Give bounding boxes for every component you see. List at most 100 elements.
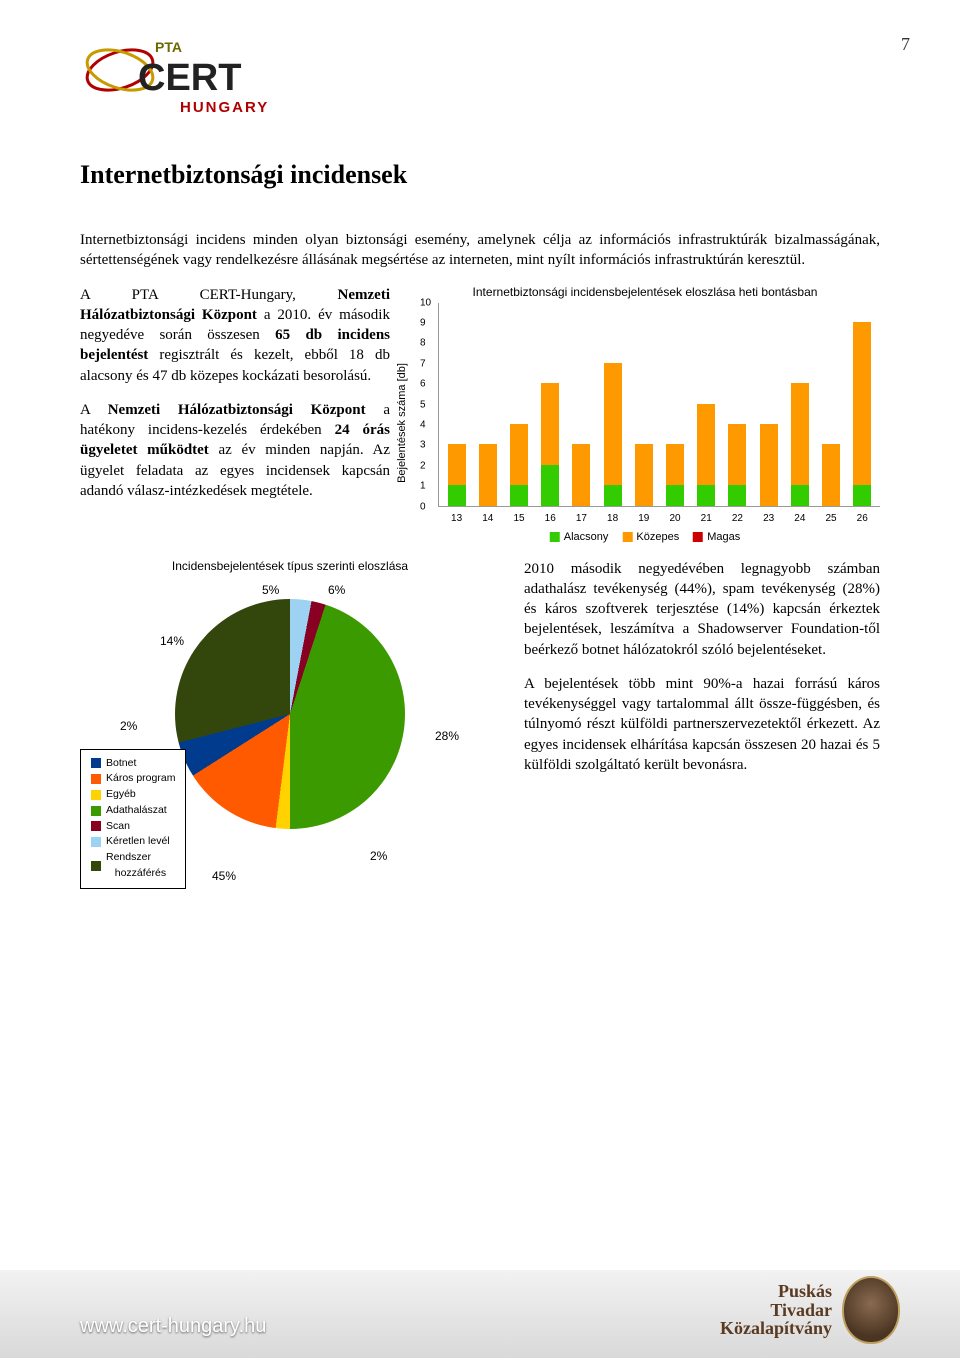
bar-segment-low: [666, 485, 684, 505]
xtick: 26: [857, 513, 868, 524]
pie-chart-legend: BotnetKáros programEgyébAdathalászatScan…: [80, 749, 186, 889]
bar-segment-low: [853, 485, 871, 505]
footer-org-line: Tivadar: [720, 1301, 832, 1320]
logo-main-text: CERT: [138, 57, 241, 99]
logo-sub-text: HUNGARY: [180, 99, 269, 116]
page-footer: www.cert-hungary.hu Puskás Tivadar Közal…: [0, 1270, 960, 1358]
bar-column: 18: [604, 363, 622, 506]
legend-swatch: [693, 532, 703, 542]
cert-logo: PTA CERT HUNGARY: [80, 30, 300, 125]
ytick: 8: [420, 338, 426, 349]
bar-segment-low: [510, 485, 528, 505]
bar-column: 14: [479, 444, 497, 505]
xtick: 20: [669, 513, 680, 524]
ytick: 7: [420, 358, 426, 369]
xtick: 19: [638, 513, 649, 524]
pie-chart: BotnetKáros programEgyébAdathalászatScan…: [80, 579, 500, 889]
page-number: 7: [901, 34, 910, 55]
pie-slice-label: 28%: [435, 729, 459, 743]
pie-slice-label: 45%: [212, 869, 236, 883]
xtick: 25: [825, 513, 836, 524]
row-text-and-barchart: A PTA CERT-Hungary, Nemzeti Hálózatbizto…: [80, 285, 880, 543]
ytick: 4: [420, 419, 426, 430]
xtick: 18: [607, 513, 618, 524]
legend-label: Scan: [106, 819, 130, 835]
ytick: 10: [420, 297, 431, 308]
legend-swatch: [91, 790, 101, 800]
legend-swatch: [550, 532, 560, 542]
legend-swatch: [91, 774, 101, 784]
bar-segment-med: [822, 444, 840, 505]
text: A PTA CERT-Hungary,: [80, 287, 338, 303]
bar-segment-low: [604, 485, 622, 505]
bar-column: 13: [448, 444, 466, 505]
pie-legend-item: Adathalászat: [91, 803, 175, 819]
legend-label: Közepes: [636, 531, 679, 543]
bar-column: 21: [697, 404, 715, 506]
left-paragraph-2: A Nemzeti Hálózatbiztonsági Központ a ha…: [80, 400, 390, 501]
pie-legend-item: Kéretlen levél: [91, 834, 175, 850]
bar-segment-med: [791, 383, 809, 485]
ytick: 3: [420, 440, 426, 451]
footer-org-line: Közalapítvány: [720, 1319, 832, 1338]
portrait-icon: [842, 1276, 900, 1344]
legend-item-med: Közepes: [622, 531, 679, 543]
bar-column: 26: [853, 322, 871, 506]
legend-label: Alacsony: [564, 531, 609, 543]
pie-legend-item: Rendszer hozzáférés: [91, 850, 175, 882]
footer-org-line: Puskás: [720, 1282, 832, 1301]
bar-segment-low: [448, 485, 466, 505]
bar-column: 22: [728, 424, 746, 506]
bar-column: 17: [572, 444, 590, 505]
ytick: 6: [420, 379, 426, 390]
left-column: A PTA CERT-Hungary, Nemzeti Hálózatbizto…: [80, 285, 390, 543]
bar-column: 15: [510, 424, 528, 506]
legend-item-high: Magas: [693, 531, 740, 543]
bar-segment-med: [448, 444, 466, 485]
legend-swatch: [91, 806, 101, 816]
right-column: 2010 második negyedévében legnagyobb szá…: [524, 559, 880, 889]
left-paragraph-1: A PTA CERT-Hungary, Nemzeti Hálózatbizto…: [80, 285, 390, 386]
bar-segment-med: [853, 322, 871, 485]
pie-chart-panel: Incidensbejelentések típus szerinti elos…: [80, 559, 500, 889]
xtick: 23: [763, 513, 774, 524]
pie-slice-label: 2%: [370, 849, 387, 863]
legend-label: Káros program: [106, 771, 175, 787]
bar-column: 19: [635, 444, 653, 505]
bar-column: 16: [541, 383, 559, 505]
legend-label: Kéretlen levél: [106, 834, 170, 850]
legend-label: Rendszer hozzáférés: [106, 850, 166, 882]
bar-column: 24: [791, 383, 809, 505]
text-bold: Nemzeti Hálózatbiztonsági Központ: [108, 402, 366, 418]
xtick: 21: [701, 513, 712, 524]
bar-chart-panel: Internetbiztonsági incidensbejelentések …: [410, 285, 880, 543]
pie-legend-item: Káros program: [91, 771, 175, 787]
bar-chart-title: Internetbiztonsági incidensbejelentések …: [410, 285, 880, 299]
pie-slice-label: 5%: [262, 583, 279, 597]
bar-segment-med: [479, 444, 497, 505]
bar-segment-med: [541, 383, 559, 465]
legend-swatch: [622, 532, 632, 542]
bar-segment-low: [541, 465, 559, 506]
bar-segment-low: [791, 485, 809, 505]
bar-chart: Bejelentések száma [db] 1314151617181920…: [410, 303, 880, 543]
xtick: 15: [513, 513, 524, 524]
bar-segment-low: [697, 485, 715, 505]
xtick: 22: [732, 513, 743, 524]
legend-label: Botnet: [106, 756, 136, 772]
legend-swatch: [91, 837, 101, 847]
bar-chart-legend: Alacsony Közepes Magas: [550, 531, 740, 543]
row-pie-and-text: Incidensbejelentések típus szerinti elos…: [80, 559, 880, 889]
pie-legend-item: Scan: [91, 819, 175, 835]
bar-chart-ylabel: Bejelentések száma [db]: [396, 363, 408, 483]
bar-column: 23: [760, 424, 778, 506]
bar-segment-med: [510, 424, 528, 485]
bar-segment-med: [760, 424, 778, 506]
xtick: 13: [451, 513, 462, 524]
right-paragraph-1: 2010 második negyedévében legnagyobb szá…: [524, 559, 880, 660]
ytick: 2: [420, 460, 426, 471]
bar-segment-med: [666, 444, 684, 485]
legend-item-low: Alacsony: [550, 531, 609, 543]
ytick: 1: [420, 481, 426, 492]
legend-label: Egyéb: [106, 787, 136, 803]
